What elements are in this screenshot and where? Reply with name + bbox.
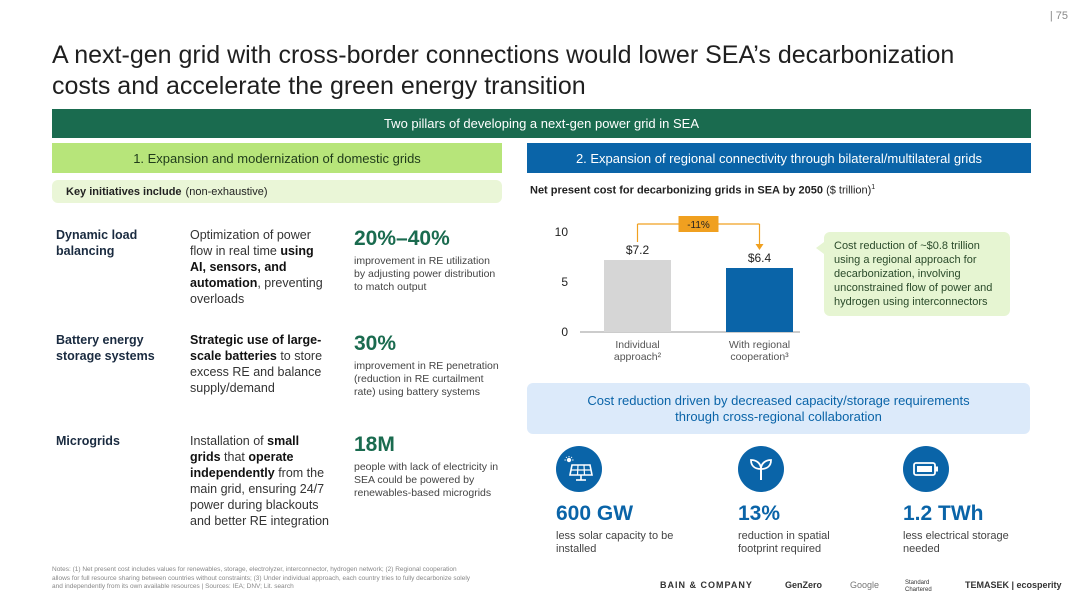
logo-genzero: GenZero [785, 580, 823, 590]
desc-text: Optimization of power flow in real time [190, 228, 311, 258]
pillars-banner: Two pillars of developing a next-gen pow… [52, 109, 1031, 138]
page-title: A next-gen grid with cross-border connec… [52, 41, 955, 100]
chart-title-unit: ($ trillion) [826, 184, 872, 197]
initiative-metric-description: improvement in RE utilization by adjusti… [354, 255, 496, 293]
initiatives-header-bold: Key initiatives include [66, 185, 182, 198]
desc-text: to store excess RE and balance supply/de… [190, 349, 323, 395]
x-tick-label: cooperation³ [730, 351, 789, 363]
stat-spatial-footprint: 13% reduction in spatial footprint requi… [738, 446, 888, 556]
desc-text: that [220, 450, 249, 464]
initiative-name: Battery energy storage systems [56, 333, 155, 363]
annotation-arrow [755, 244, 764, 250]
pillar-regional-connectivity: 2. Expansion of regional connectivity th… [527, 143, 1031, 173]
stat-label: less electrical storage needed [903, 530, 1009, 555]
chart-title-bold: Net present cost for decarbonizing grids… [530, 184, 823, 197]
cost-reduction-callout: Cost reduction of ~$0.8 trillion using a… [816, 232, 1010, 316]
npc-bar-chart: 0 5 10 $7.2 Individual approach² $6.4 With regi… [540, 212, 820, 372]
desc-bold: operate independently [190, 450, 294, 480]
initiative-metric: 20%–40% [354, 227, 450, 250]
page-number: | 75 [1049, 10, 1068, 22]
initiative-description: Strategic use of large-scale batteries t… [190, 332, 330, 396]
logo-bain: BAIN & COMPANY [660, 580, 753, 590]
stat-value: 1.2 TWh [903, 502, 984, 525]
annotation-label: -11% [687, 220, 710, 231]
x-tick-label: With regional [729, 339, 790, 351]
logo-standard-chartered: Standard Chartered [905, 580, 932, 593]
stat-label: less solar capacity to be installed [556, 530, 674, 555]
stat-value: 600 GW [556, 502, 634, 525]
initiative-name: Dynamic load balancing [56, 228, 138, 258]
battery-icon [903, 446, 949, 492]
desc-text: Installation of [190, 434, 268, 448]
stat-solar-capacity: 600 GW less solar capacity to be install… [556, 446, 706, 556]
x-tick-label: Individual [615, 339, 659, 351]
annotation-badge [678, 216, 719, 232]
desc-bold: small grids [190, 434, 300, 464]
bar-value-label: $7.2 [626, 243, 650, 257]
pillar-domestic-grids: 1. Expansion and modernization of domest… [52, 143, 502, 173]
desc-text: , preventing overloads [190, 276, 323, 306]
desc-bold: using AI, sensors, and automation [190, 244, 314, 290]
solar-panel-icon [556, 446, 602, 492]
plant-sprout-icon [738, 446, 784, 492]
initiative-row-microgrids: Microgrids Installation of small grids t… [56, 433, 506, 553]
initiative-metric-description: people with lack of electricity in SEA c… [354, 461, 499, 499]
bar-value-label: $6.4 [748, 251, 772, 265]
cost-reduction-driver-box: Cost reduction driven by decreased capac… [527, 383, 1030, 434]
footnotes: Notes: (1) Net present cost includes val… [52, 566, 471, 590]
desc-bold: Strategic use of large-scale batteries [190, 333, 322, 363]
x-tick-label: approach² [614, 351, 662, 363]
y-tick-label: 0 [561, 325, 568, 339]
desc-text: from the main grid, ensuring 24/7 power … [190, 466, 329, 528]
chart-title: Net present cost for decarbonizing grids… [530, 184, 875, 197]
chart-title-footnote: 1 [871, 184, 876, 191]
stat-label: reduction in spatial footprint required [738, 530, 830, 555]
initiative-metric-description: improvement in RE penetration (reduction… [354, 360, 499, 398]
y-tick-label: 10 [555, 225, 569, 239]
initiatives-header: Key initiatives include (non-exhaustive) [52, 180, 502, 203]
stat-electrical-storage: 1.2 TWh less electrical storage needed [903, 446, 1053, 556]
initiative-row-load-balancing: Dynamic load balancing Optimization of p… [56, 227, 506, 327]
initiatives-header-note: (non-exhaustive) [185, 185, 268, 198]
initiative-metric: 18M [354, 433, 395, 456]
y-tick-label: 5 [561, 275, 568, 289]
initiative-description: Optimization of power flow in real time … [190, 227, 330, 307]
logo-temasek-ecosperity: TEMASEK | ecosperity [965, 580, 1062, 590]
initiative-name: Microgrids [56, 434, 120, 448]
partner-logos: BAIN & COMPANY GenZero Google Standard C… [660, 580, 1070, 598]
initiative-description: Installation of small grids that operate… [190, 433, 330, 529]
logo-google: Google [850, 580, 880, 590]
bar [604, 260, 671, 332]
bar [726, 268, 793, 332]
stat-value: 13% [738, 502, 781, 525]
initiative-row-battery-storage: Battery energy storage systems Strategic… [56, 332, 506, 432]
initiative-metric: 30% [354, 332, 397, 355]
